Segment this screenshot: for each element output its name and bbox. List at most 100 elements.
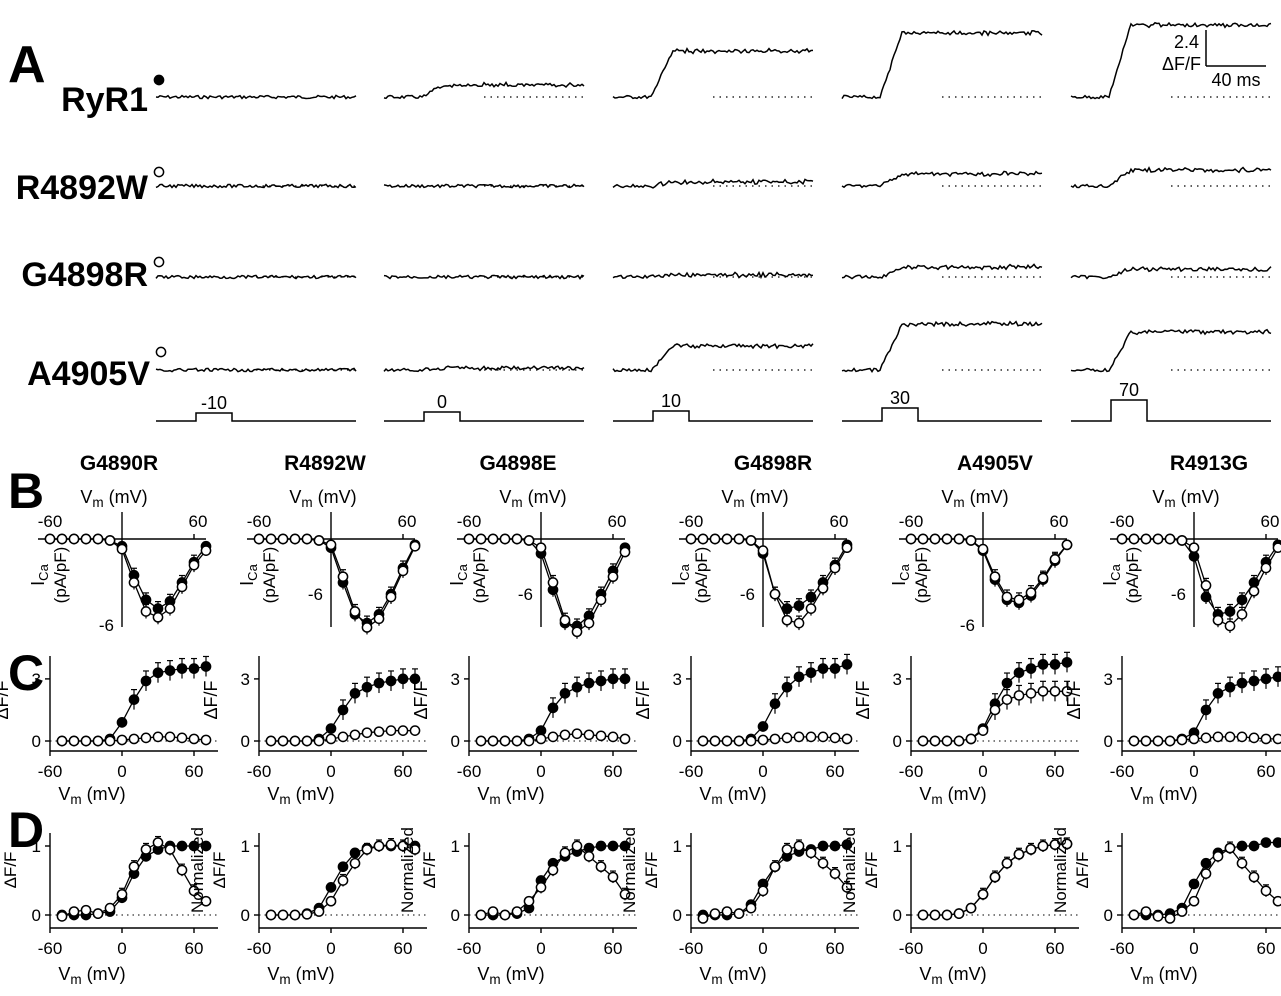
open-data-point bbox=[313, 535, 325, 546]
panel-a: A RyR1 R4892W G4898R A4905V -10 0 10 30 70 2.4ΔF/F… bbox=[8, 21, 1272, 422]
open-data-point bbox=[499, 533, 511, 545]
ica-subscript: Ca bbox=[677, 563, 692, 580]
open-data-point bbox=[1224, 620, 1236, 632]
fit-curve bbox=[480, 845, 626, 916]
filled-data-point bbox=[128, 694, 140, 705]
open-data-point bbox=[289, 909, 301, 921]
fluorescence-trace bbox=[383, 365, 585, 373]
y-tick-label: 1 bbox=[893, 837, 902, 856]
open-data-point bbox=[571, 728, 583, 740]
x-axis-label: Vm (mV) bbox=[1152, 487, 1219, 510]
open-data-point bbox=[559, 847, 571, 859]
open-data-point bbox=[385, 839, 397, 850]
open-data-point bbox=[941, 735, 953, 747]
filled-data-point bbox=[805, 667, 817, 679]
voltage-step bbox=[842, 407, 1042, 422]
open-data-point bbox=[793, 731, 805, 743]
vm-subscript: m bbox=[70, 792, 81, 807]
filled-data-point bbox=[200, 840, 212, 852]
open-data-point bbox=[397, 565, 409, 577]
open-data-point bbox=[685, 533, 697, 545]
filled-data-point bbox=[817, 663, 829, 674]
x-tick-label: 60 bbox=[826, 762, 845, 781]
dff-plot-1: -60 0 60 0 3 Vm (mV) ΔF/F bbox=[201, 656, 427, 807]
filled-data-point bbox=[547, 702, 559, 714]
filled-data-point bbox=[325, 882, 337, 893]
vm-unit: (mV) bbox=[313, 487, 357, 507]
open-data-point bbox=[1140, 533, 1152, 545]
filled-data-point bbox=[619, 673, 631, 685]
open-data-point bbox=[917, 533, 929, 545]
y-tick-label: 0 bbox=[32, 732, 41, 751]
x-axis-label: Vm (mV) bbox=[919, 964, 986, 987]
x-axis-label: Vm (mV) bbox=[919, 784, 986, 807]
open-data-point bbox=[277, 533, 289, 545]
x-axis-label: Vm (mV) bbox=[699, 784, 766, 807]
open-data-point bbox=[487, 735, 499, 747]
filled-data-point bbox=[1188, 878, 1200, 890]
open-data-point bbox=[337, 571, 349, 583]
y-tick-label: 0 bbox=[893, 906, 902, 925]
open-data-point bbox=[619, 733, 631, 745]
y-axis-label-dff: ΔF/F bbox=[1, 852, 20, 889]
open-data-point bbox=[1013, 848, 1025, 860]
open-data-point bbox=[721, 906, 733, 917]
vm-unit: (mV) bbox=[291, 964, 335, 984]
filled-data-point bbox=[793, 671, 805, 683]
open-data-point bbox=[1061, 838, 1073, 850]
x-tick-label: -60 bbox=[679, 512, 704, 531]
x-tick-label: 60 bbox=[185, 939, 204, 958]
filled-data-point bbox=[164, 665, 176, 676]
filled-data-point bbox=[325, 723, 337, 734]
open-data-point bbox=[829, 562, 841, 574]
open-data-point bbox=[265, 909, 277, 921]
filled-data-point bbox=[176, 663, 188, 674]
filled-data-point bbox=[1248, 675, 1260, 687]
open-data-point bbox=[1212, 614, 1224, 626]
fluorescence-trace bbox=[841, 29, 1043, 100]
open-data-point bbox=[200, 545, 212, 556]
open-data-point bbox=[152, 731, 164, 743]
open-data-point bbox=[547, 864, 559, 876]
open-data-point bbox=[535, 733, 547, 745]
vm-unit: (mV) bbox=[501, 964, 545, 984]
panel-label-b: B bbox=[8, 463, 44, 519]
panel-label-c: C bbox=[8, 645, 44, 701]
open-data-point bbox=[1128, 735, 1140, 747]
open-data-point bbox=[793, 617, 805, 629]
x-tick-label: 60 bbox=[189, 512, 208, 531]
filled-data-point bbox=[1236, 840, 1248, 852]
vm-subscript: m bbox=[301, 495, 312, 510]
vm-unit: (mV) bbox=[1176, 487, 1220, 507]
vm-letter: V bbox=[267, 784, 279, 804]
open-data-point bbox=[769, 733, 781, 745]
y-axis-unit: (pA/pF) bbox=[1123, 547, 1142, 604]
iv-plot-g4890r: -60 60 Vm (mV) -6 ICa (pA/pF) bbox=[28, 487, 212, 635]
open-data-point bbox=[781, 844, 793, 855]
open-data-point bbox=[1188, 895, 1200, 907]
open-data-point bbox=[56, 533, 68, 545]
y-tick-label: 1 bbox=[1104, 837, 1113, 856]
open-data-point bbox=[1061, 539, 1073, 551]
iv-plot-r4892w: -60 60 Vm (mV) -6 ICa (pA/pF) bbox=[237, 487, 421, 635]
open-data-point bbox=[905, 533, 917, 545]
open-data-point bbox=[1212, 731, 1224, 743]
open-data-point bbox=[140, 606, 152, 617]
x-tick-label: 0 bbox=[117, 939, 126, 958]
open-data-point bbox=[757, 545, 769, 556]
open-data-point bbox=[116, 734, 128, 746]
open-data-point bbox=[583, 617, 595, 629]
open-data-point bbox=[1128, 533, 1140, 545]
open-data-point bbox=[1188, 542, 1200, 554]
x-tick-label: -60 bbox=[247, 512, 272, 531]
open-data-point bbox=[1140, 906, 1152, 917]
y-axis-label-dff: ΔF/F bbox=[862, 852, 881, 889]
vm-letter: V bbox=[477, 964, 489, 984]
dff-plot-0: -60 0 60 0 3 Vm (mV) ΔF/F bbox=[0, 655, 218, 807]
open-data-point bbox=[953, 735, 965, 747]
open-data-point bbox=[841, 542, 853, 554]
fluorescence-trace bbox=[1070, 328, 1272, 373]
open-data-point bbox=[793, 840, 805, 852]
open-data-point bbox=[745, 735, 757, 747]
